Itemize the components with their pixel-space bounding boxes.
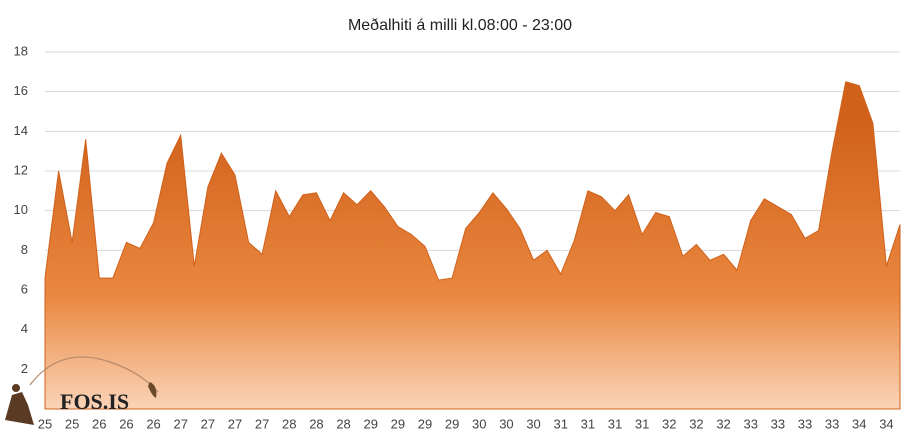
labels: 2 4 6 8 10 12 14 16 18 25 25 26 26 26 27 27 27 27 28 28 28 29… — [14, 43, 894, 431]
x-tick-label: 33 — [743, 416, 757, 431]
x-tick-label: 25 — [65, 416, 79, 431]
chart-title: Meðalhiti á milli kl.08:00 - 23:00 — [348, 17, 572, 34]
y-tick-label: 6 — [21, 281, 28, 296]
x-tick-label: 33 — [771, 416, 785, 431]
x-tick-label: 30 — [526, 416, 540, 431]
x-tick-label: 27 — [255, 416, 269, 431]
y-tick-label: 8 — [21, 242, 28, 257]
x-tick-label: 31 — [553, 416, 567, 431]
y-tick-label: 18 — [14, 43, 28, 58]
x-tick-label: 27 — [228, 416, 242, 431]
x-tick-label: 32 — [716, 416, 730, 431]
plot — [44, 81, 901, 410]
x-tick-label: 29 — [391, 416, 405, 431]
x-tick-label: 33 — [798, 416, 812, 431]
y-tick-label: 12 — [14, 162, 28, 177]
x-tick-label: 27 — [173, 416, 187, 431]
x-tick-label: 31 — [635, 416, 649, 431]
y-tick-label: 14 — [14, 123, 28, 138]
x-tick-label: 26 — [92, 416, 106, 431]
y-tick-label: 10 — [14, 202, 28, 217]
x-tick-label: 28 — [336, 416, 350, 431]
x-tick-label: 34 — [879, 416, 893, 431]
x-tick-label: 33 — [825, 416, 839, 431]
x-tick-label: 28 — [309, 416, 323, 431]
x-tick-label: 29 — [418, 416, 432, 431]
logo: FOS.IS — [5, 356, 159, 425]
x-tick-label: 29 — [445, 416, 459, 431]
x-tick-label: 31 — [608, 416, 622, 431]
x-tick-label: 30 — [472, 416, 486, 431]
x-tick-label: 31 — [581, 416, 595, 431]
x-tick-label: 28 — [282, 416, 296, 431]
x-tick-label: 26 — [119, 416, 133, 431]
x-tick-label: 32 — [689, 416, 703, 431]
x-tick-label: 27 — [201, 416, 215, 431]
x-tick-label: 32 — [662, 416, 676, 431]
x-tick-label: 29 — [363, 416, 377, 431]
x-tick-label: 26 — [146, 416, 160, 431]
y-tick-label: 4 — [21, 321, 28, 336]
area — [44, 81, 901, 410]
y-tick-label: 16 — [14, 83, 28, 98]
x-tick-label: 30 — [499, 416, 513, 431]
logo-text: FOS.IS — [60, 389, 129, 414]
x-tick-label: 34 — [852, 416, 866, 431]
y-tick-label: 2 — [21, 361, 28, 376]
x-tick-label: 25 — [38, 416, 52, 431]
